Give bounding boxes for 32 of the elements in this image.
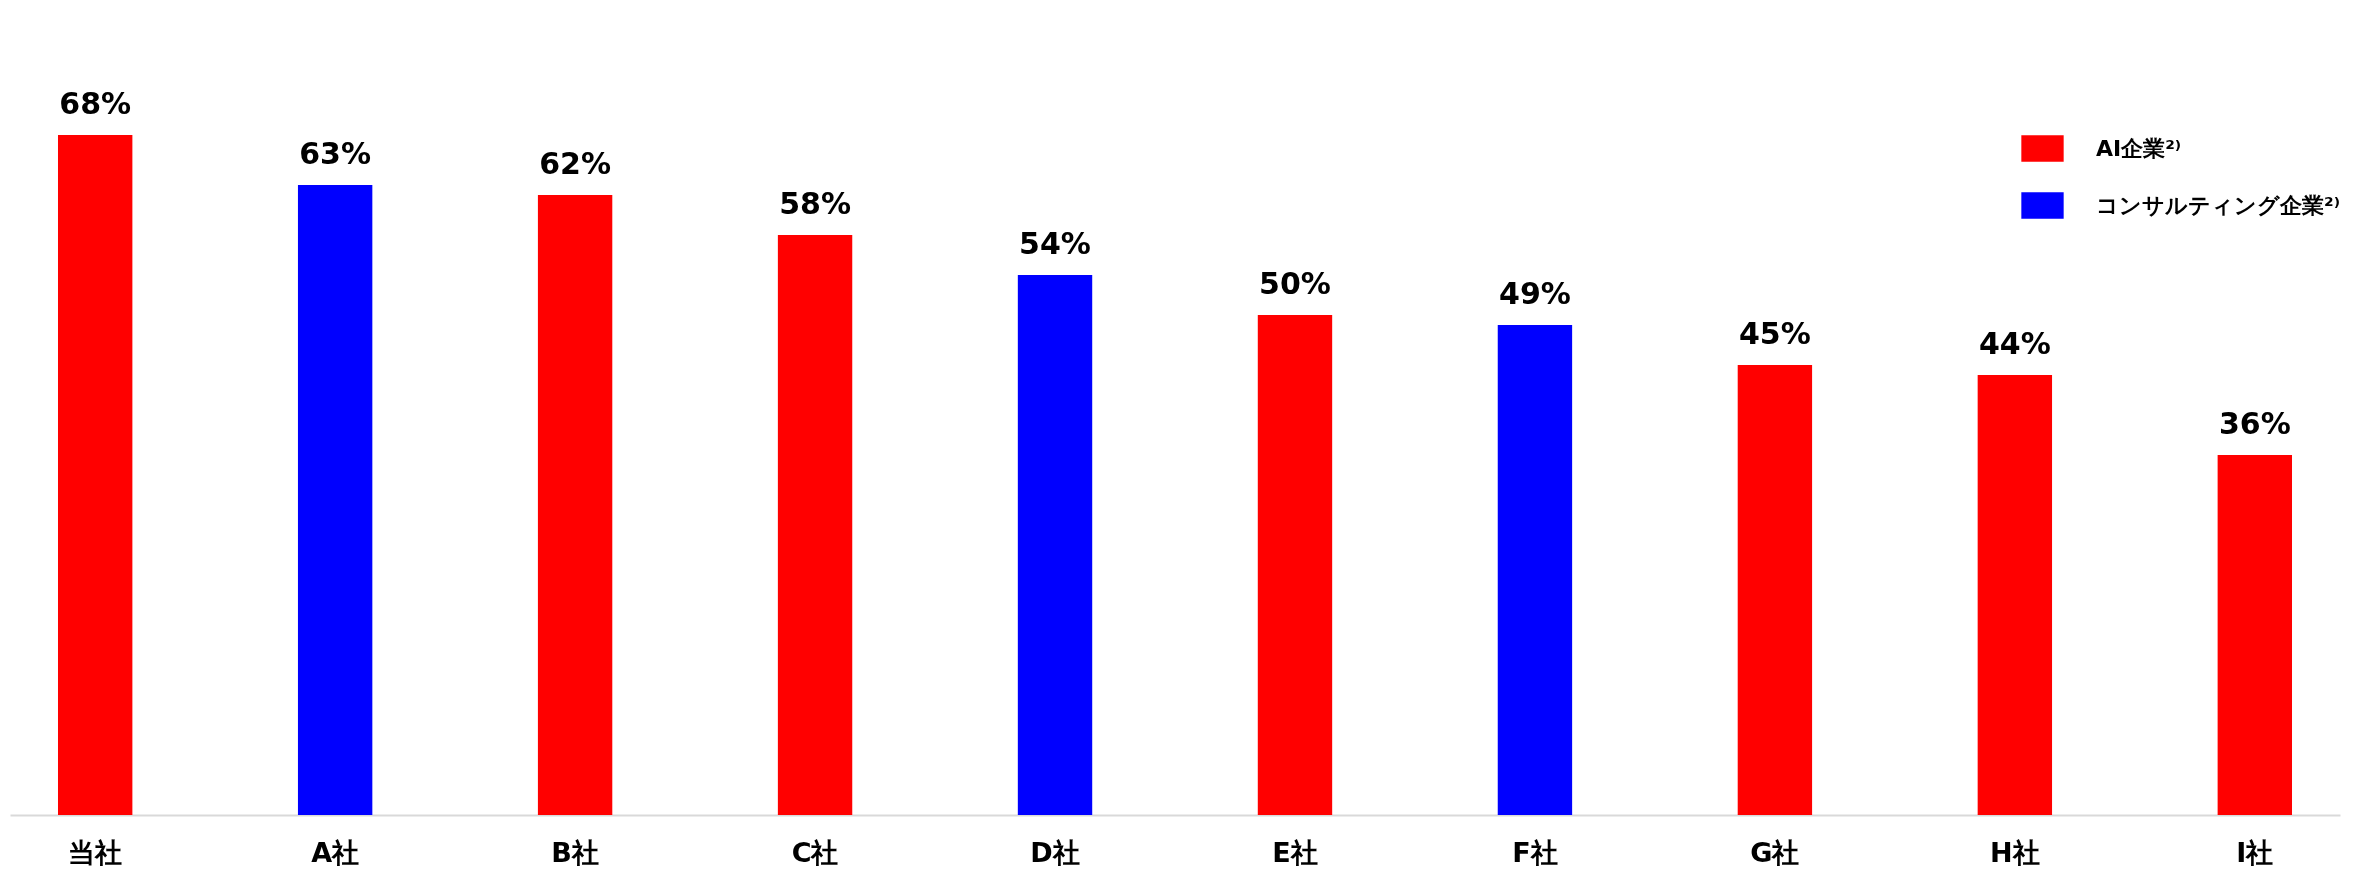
bar	[1017, 275, 1093, 815]
data-label: 58%	[779, 186, 851, 221]
bar	[1737, 365, 1813, 815]
x-tick-label: A社	[311, 836, 360, 868]
legend-label: コンサルティング企業²⁾	[2096, 192, 2340, 218]
data-label: 44%	[1978, 326, 2051, 361]
data-label: 54%	[1019, 226, 1091, 261]
x-tick-label: B社	[551, 836, 599, 868]
bar	[537, 195, 613, 815]
x-tick-label: D社	[1030, 836, 1080, 868]
x-tick-label: H社	[1990, 836, 2040, 868]
bar	[777, 235, 853, 815]
x-tick-label: C社	[791, 836, 839, 868]
bar	[1977, 375, 2053, 815]
x-tick-label: F社	[1512, 836, 1558, 868]
bar	[57, 135, 133, 815]
data-label: 50%	[1259, 266, 1331, 301]
x-tick-label: 当社	[68, 836, 123, 868]
data-label: 68%	[59, 86, 132, 121]
x-tick-label: E社	[1272, 836, 1318, 868]
x-tick-label: G社	[1750, 836, 1800, 868]
data-label: 63%	[299, 136, 372, 171]
data-label: 45%	[1738, 316, 1811, 351]
legend-label: AI企業²⁾	[2096, 135, 2182, 161]
data-label: 49%	[1499, 276, 1571, 311]
data-label: 62%	[539, 146, 612, 181]
data-label: 36%	[2218, 406, 2291, 441]
bar	[1497, 325, 1573, 815]
bar	[1257, 315, 1333, 815]
x-tick-label: I社	[2236, 836, 2274, 868]
bar	[2217, 455, 2293, 815]
bar	[297, 185, 373, 815]
